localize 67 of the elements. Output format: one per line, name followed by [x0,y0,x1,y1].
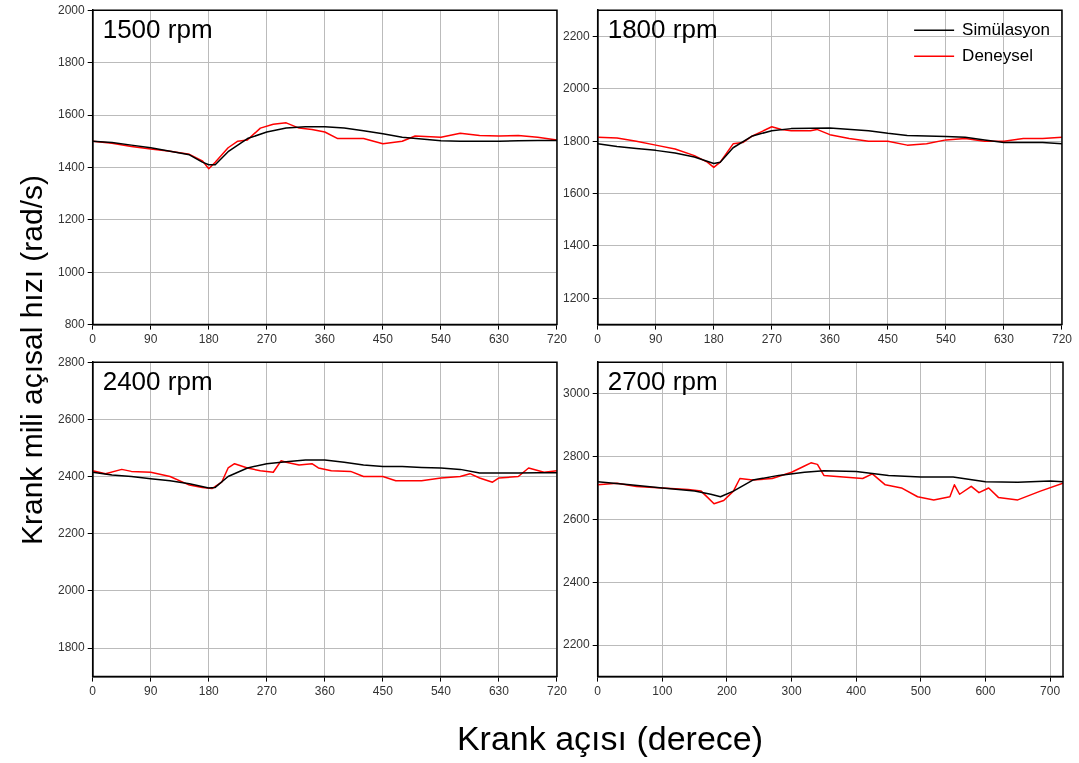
y-tick-label: 1200 [57,212,86,227]
x-tick-label: 450 [372,684,394,699]
x-tick-label: 720 [546,684,568,699]
y-tick-label: 2400 [562,574,591,589]
annotation: 1800 rpm [607,14,718,45]
x-tick-label: 700 [1040,684,1061,699]
x-tick-label: 720 [546,332,568,347]
x-tick-label: 630 [488,332,510,347]
y-tick-label: 1400 [562,238,591,253]
legend-label: Simülasyon [962,19,1050,39]
y-tick-label: 2800 [57,354,86,369]
y-tick-label: 2600 [562,511,591,526]
x-tick-label: 630 [993,332,1015,347]
x-tick-label: 540 [430,332,452,347]
x-axis-title: Krank açısı (derece) [456,718,764,758]
y-tick-label: 1600 [562,185,591,200]
x-tick-label: 270 [256,684,278,699]
y-tick-label: 2000 [57,583,86,598]
x-tick-label: 540 [935,332,957,347]
y-tick-label: 2800 [562,448,591,463]
y-tick-label: 1800 [57,54,86,69]
y-tick-label: 1800 [57,640,86,655]
x-tick-label: 360 [314,684,336,699]
x-tick-label: 450 [877,332,899,347]
annotation: 2700 rpm [607,366,718,397]
y-tick-label: 2200 [562,637,591,652]
annotation: 2400 rpm [102,366,213,397]
y-tick-label: 1600 [57,107,86,122]
y-tick-label: 2200 [562,28,591,43]
x-tick-label: 0 [594,684,602,699]
y-tick-label: 3000 [562,385,591,400]
y-tick-label: 2400 [57,468,86,483]
x-tick-label: 180 [703,332,725,347]
x-tick-label: 600 [975,684,996,699]
y-tick-label: 800 [64,316,86,331]
y-tick-label: 1400 [57,159,86,174]
x-tick-label: 0 [89,332,97,347]
y-tick-label: 2000 [562,81,591,96]
x-tick-label: 720 [1051,332,1073,347]
y-tick-label: 2000 [57,2,86,17]
x-tick-label: 90 [144,684,158,699]
y-tick-label: 1000 [57,264,86,279]
x-tick-label: 450 [372,332,394,347]
annotation: 1500 rpm [102,14,213,45]
y-tick-label: 1200 [562,290,591,305]
x-tick-label: 100 [652,684,673,699]
x-tick-label: 540 [430,684,452,699]
x-tick-label: 500 [910,684,932,699]
y-tick-label: 1800 [562,133,591,148]
x-tick-label: 0 [89,684,97,699]
x-tick-label: 180 [198,332,220,347]
x-tick-label: 400 [846,684,867,699]
x-tick-label: 200 [716,684,738,699]
x-tick-label: 630 [488,684,510,699]
y-axis-title: Krank mili açısal hızı (rad/s) [15,174,49,546]
x-tick-label: 90 [144,332,158,347]
y-tick-label: 2600 [57,411,86,426]
x-tick-label: 180 [198,684,220,699]
x-tick-label: 270 [256,332,278,347]
y-tick-label: 2200 [57,526,86,540]
legend-label: Deneysel [962,45,1033,65]
x-tick-label: 360 [819,332,841,347]
x-tick-label: 360 [314,332,336,347]
x-tick-label: 270 [761,332,783,347]
x-tick-label: 90 [649,332,663,347]
x-tick-label: 300 [781,684,802,699]
x-tick-label: 0 [594,332,602,347]
